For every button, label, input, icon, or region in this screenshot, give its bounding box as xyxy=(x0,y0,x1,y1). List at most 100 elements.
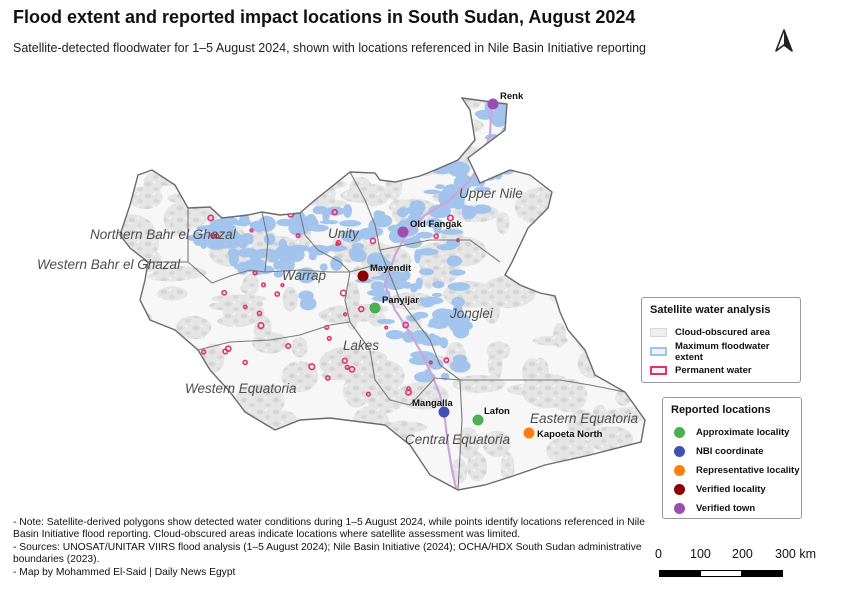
flood-patch xyxy=(500,158,508,167)
flood-patch xyxy=(446,255,462,267)
permanent-water-patch xyxy=(443,357,450,364)
location-marker-mangalla xyxy=(438,406,450,418)
flood-patch xyxy=(498,164,515,175)
cloud-patch xyxy=(242,449,283,485)
scale-label-300: 300 km xyxy=(775,547,816,561)
flood-patch xyxy=(428,204,452,219)
cloud-patch xyxy=(266,163,280,191)
cloud-patch xyxy=(282,286,299,312)
permanent-water-patch xyxy=(402,321,410,329)
flood-patch xyxy=(478,163,492,170)
cloud-patch xyxy=(412,138,455,167)
scale-segment-2 xyxy=(700,570,742,577)
flood-patch xyxy=(497,140,512,155)
legend-water-analysis: Satellite water analysis Cloud-obscured … xyxy=(641,297,801,383)
flood-patch xyxy=(477,161,489,172)
cloud-patch xyxy=(279,439,325,455)
permanent-water-patch xyxy=(280,282,285,288)
flood-patch xyxy=(453,174,474,190)
flood-patch xyxy=(416,231,434,239)
cloud-patch xyxy=(336,104,354,139)
flood-patch xyxy=(413,311,429,319)
cloud-patch xyxy=(438,126,455,144)
cloud-patch xyxy=(625,483,645,490)
cloud-patch xyxy=(169,199,211,228)
cloud-patch xyxy=(238,392,256,402)
permanent-water-patch xyxy=(249,228,254,233)
cloud-patch xyxy=(500,452,515,484)
permanent-water-patch xyxy=(358,305,365,313)
cloud-patch xyxy=(164,98,209,117)
flood-patch xyxy=(319,263,328,271)
cloud-patch xyxy=(386,475,427,490)
permanent-water-patch xyxy=(365,391,371,397)
cloud-patch xyxy=(522,98,555,113)
cloud-patch xyxy=(588,426,634,453)
legend-reported-locations: Reported locations Approximate locality N… xyxy=(662,397,802,519)
cloud-patch xyxy=(340,461,382,472)
flood-patch xyxy=(367,227,384,236)
flood-patch xyxy=(210,241,218,248)
cloud-patch xyxy=(592,404,608,426)
permanent-water-patch xyxy=(405,388,412,396)
legend-item-verified-town: Verified town xyxy=(663,499,801,518)
flood-patch xyxy=(474,109,497,119)
cloud-patch xyxy=(552,322,567,348)
flood-patch xyxy=(244,259,266,268)
cloud-patch xyxy=(549,287,597,307)
flood-patch xyxy=(332,255,339,268)
cloud-patch xyxy=(456,438,478,451)
flood-patch xyxy=(478,151,487,164)
cloud-patch xyxy=(252,331,289,354)
flood-patch xyxy=(402,330,416,343)
legend-item-verified-locality: Verified locality xyxy=(663,480,801,499)
representative-swatch xyxy=(674,465,685,476)
cloud-patch xyxy=(155,417,203,449)
cloud-patch xyxy=(148,442,165,453)
flood-patch xyxy=(342,203,353,218)
cloud-patch xyxy=(564,245,594,276)
cloud-patch xyxy=(481,275,536,309)
cloud-patch xyxy=(528,145,548,154)
cloud-patch xyxy=(345,149,380,166)
cloud-patch xyxy=(339,435,372,446)
cloud-patch xyxy=(251,468,264,487)
cloud-patch xyxy=(439,145,454,159)
cloud-patch xyxy=(333,420,366,441)
permanent-water-patch xyxy=(221,289,228,296)
cloud-patch xyxy=(120,478,137,490)
location-marker-renk xyxy=(487,98,499,110)
flood-patch xyxy=(385,329,405,340)
permanent-water-patch xyxy=(428,360,433,365)
state-label-unity: Unity xyxy=(328,226,360,241)
permanent-water-patch xyxy=(384,325,389,330)
verified-locality-swatch xyxy=(674,484,685,495)
cloud-patch xyxy=(546,435,594,466)
cloud-patch xyxy=(323,113,378,137)
flood-patch xyxy=(497,156,508,161)
cloud-patch xyxy=(462,98,484,109)
state-label-central-equatoria: Central Equatoria xyxy=(405,432,511,447)
flood-patch xyxy=(432,280,445,289)
cloud-patch xyxy=(577,349,606,379)
cloud-patch xyxy=(120,404,166,416)
cloud-patch xyxy=(233,183,279,196)
flood-patch xyxy=(376,318,395,325)
permanent-water-patch xyxy=(274,291,281,297)
credit-text: - Map by Mohammed El-Said | Daily News E… xyxy=(13,566,236,578)
legend-locations-title: Reported locations xyxy=(671,404,771,416)
location-label-kapoeta-north: Kapoeta North xyxy=(537,429,603,440)
flood-patch xyxy=(299,297,317,311)
flood-patch xyxy=(447,161,470,177)
location-label-mangalla: Mangalla xyxy=(412,398,453,409)
cloud-patch xyxy=(610,98,637,105)
cloud-patch xyxy=(120,184,131,202)
legend-item-permanent: Permanent water xyxy=(642,361,800,380)
permanent-water-patch xyxy=(344,364,350,370)
flood-patch xyxy=(229,253,240,258)
cloud-patch xyxy=(578,225,602,241)
cloud-patch xyxy=(300,123,336,139)
permanent-water-patch xyxy=(433,233,439,239)
location-label-panyijar: Panyijar xyxy=(382,295,419,306)
flood-patch xyxy=(409,283,418,293)
